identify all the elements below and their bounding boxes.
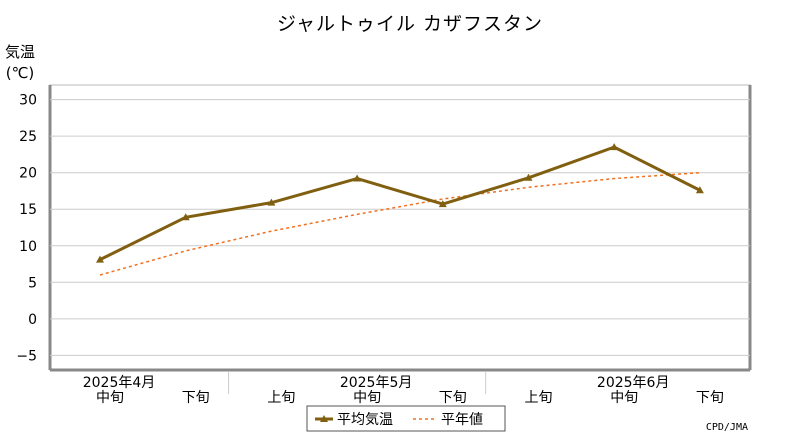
y-axis-label: 気温 xyxy=(5,43,35,61)
data-point-average xyxy=(695,186,704,194)
legend-label-average: 平均気温 xyxy=(337,412,393,428)
x-month-label: 2025年4月 xyxy=(83,375,156,391)
data-point-average xyxy=(610,143,619,151)
x-tick-label: 中旬 xyxy=(353,390,381,406)
x-tick-label: 上旬 xyxy=(525,390,553,406)
y-tick-label: 25 xyxy=(19,129,37,145)
x-tick-label: 上旬 xyxy=(267,390,295,406)
series-line-average xyxy=(99,145,701,261)
plot-background xyxy=(49,84,751,371)
legend-marker-average xyxy=(320,415,328,422)
data-point-average xyxy=(181,213,190,221)
data-point-average xyxy=(438,200,447,208)
x-tick-label: 中旬 xyxy=(96,390,124,406)
y-tick-label: 10 xyxy=(19,239,37,255)
y-tick-label: 30 xyxy=(19,93,37,109)
x-tick-label: 中旬 xyxy=(610,390,638,406)
credit-label: CPD/JMA xyxy=(706,422,748,433)
data-point-average xyxy=(353,174,362,182)
series-line-normal xyxy=(99,171,700,276)
legend-label-normal: 平年値 xyxy=(441,412,483,428)
x-month-label: 2025年6月 xyxy=(597,375,670,391)
y-tick-label: 0 xyxy=(28,312,37,328)
y-axis-unit: (℃) xyxy=(6,64,35,82)
legend-box xyxy=(306,405,506,432)
data-point-average xyxy=(267,198,276,206)
y-tick-label: 15 xyxy=(19,202,37,218)
chart-legend: 平均気温 平年値 xyxy=(306,405,506,432)
chart-title: ジャルトゥイル カザフスタン xyxy=(277,13,543,35)
x-tick-label: 下旬 xyxy=(696,390,724,406)
data-point-average xyxy=(524,173,533,181)
y-tick-label: −5 xyxy=(16,348,37,364)
plot-area xyxy=(48,84,752,372)
y-tick-label: 5 xyxy=(28,275,37,291)
x-month-label: 2025年5月 xyxy=(340,375,413,391)
data-point-average xyxy=(96,255,104,263)
y-tick-label: 20 xyxy=(19,166,37,182)
x-tick-label: 下旬 xyxy=(182,390,210,406)
x-tick-label: 下旬 xyxy=(439,390,467,406)
